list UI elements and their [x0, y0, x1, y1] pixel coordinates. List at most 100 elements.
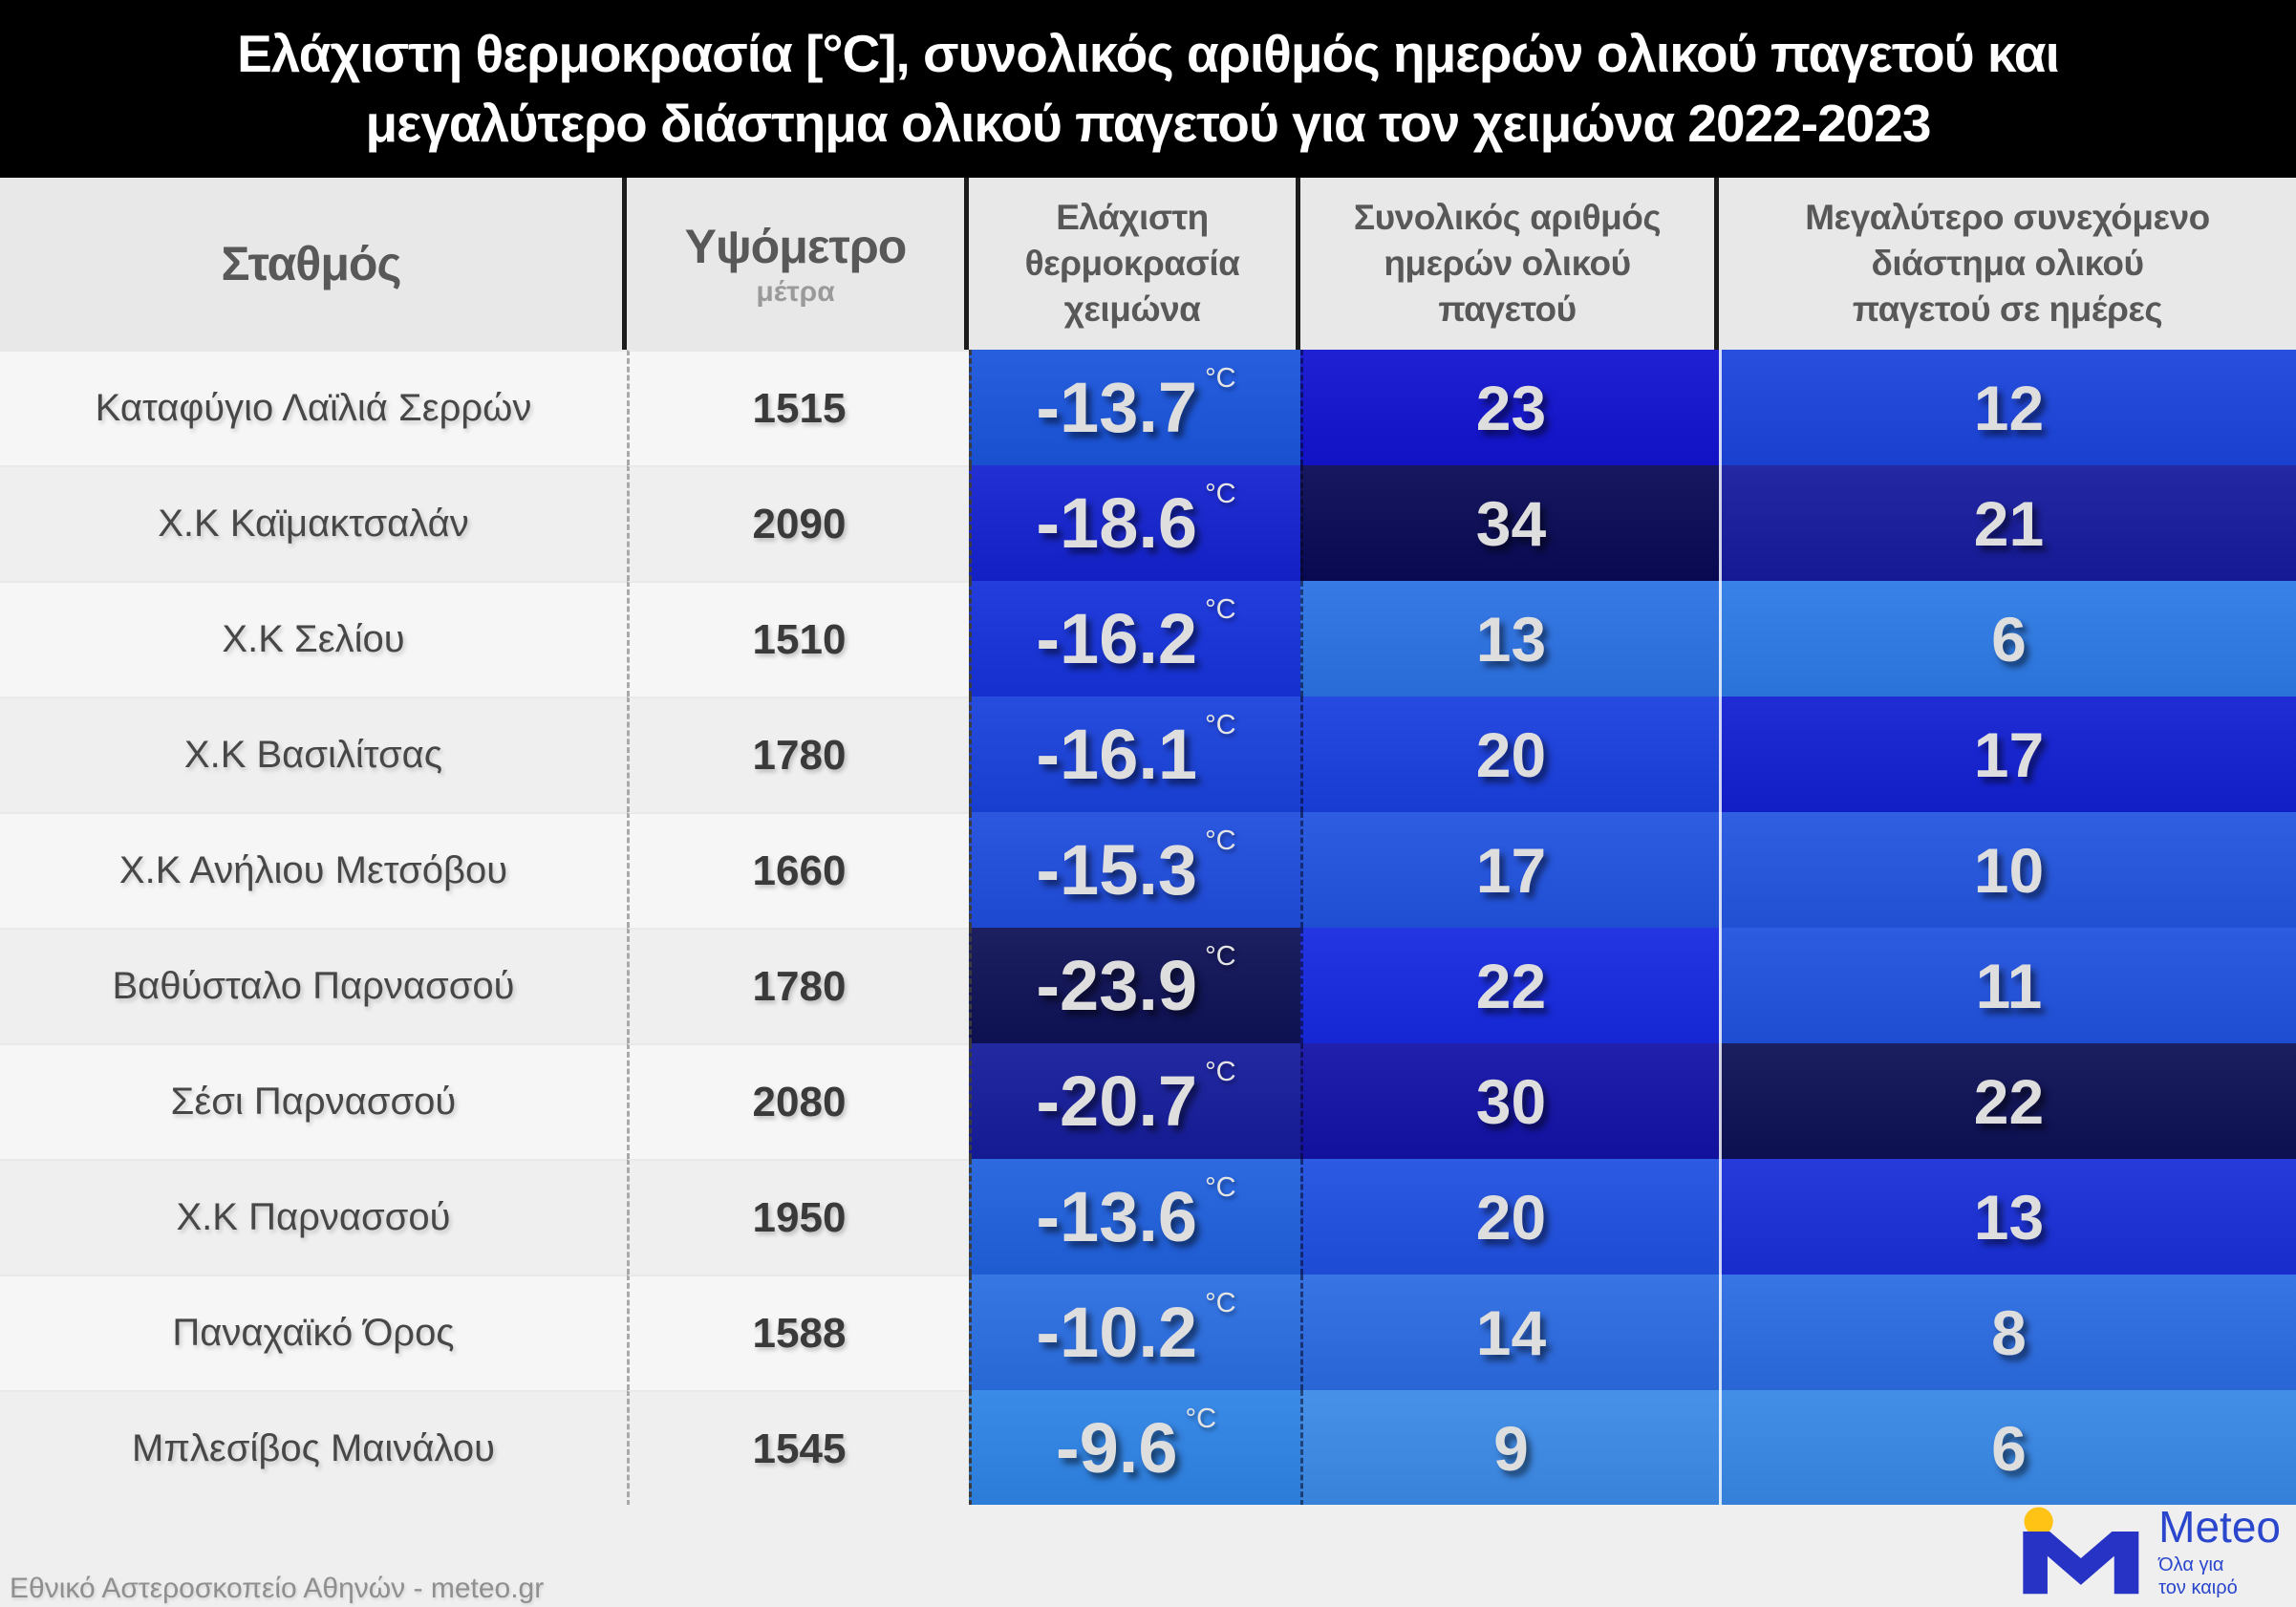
table-row: Σέσι Παρνασσού 2080 -20.7 °C 30 22 — [0, 1043, 2296, 1159]
header-min-temp: Ελάχιστη θερμοκρασία χειμώνα — [969, 178, 1300, 350]
celsius-unit: °C — [1205, 479, 1236, 509]
celsius-unit: °C — [1205, 1057, 1236, 1087]
altitude-value: 1780 — [627, 696, 969, 812]
frost-streak-cell: 13 — [1719, 1159, 2296, 1275]
station-name: Χ.Κ Ανήλιου Μετσόβου — [0, 812, 627, 928]
table-row: Βαθύσταλο Παρνασσού 1780 -23.9 °C 22 11 — [0, 928, 2296, 1043]
frost-days-cell: 22 — [1300, 928, 1719, 1043]
min-temp-value: -23.9 — [1036, 946, 1198, 1025]
frost-days-cell: 30 — [1300, 1043, 1719, 1159]
altitude-value: 1515 — [627, 350, 969, 465]
min-temp-cell: -13.6 °C — [969, 1159, 1300, 1275]
min-temp-value: -16.1 — [1036, 715, 1198, 794]
logo-text: Meteo Όλα για τον καιρό — [2158, 1503, 2281, 1599]
header-frost-streak-label: Μεγαλύτερο συνεχόμενο διάστημα ολικού πα… — [1805, 197, 2210, 330]
title-band: Ελάχιστη θερμοκρασία [°C], συνολικός αρι… — [0, 0, 2296, 178]
table-row: Μπλεσίβος Μαινάλου 1545 -9.6 °C 9 6 — [0, 1390, 2296, 1506]
table-row: Χ.Κ Καϊμακτσαλάν 2090 -18.6 °C 34 21 — [0, 465, 2296, 581]
frost-days-cell: 20 — [1300, 696, 1719, 812]
altitude-value: 1588 — [627, 1275, 969, 1390]
altitude-value: 2080 — [627, 1043, 969, 1159]
frost-days-cell: 34 — [1300, 465, 1719, 581]
frost-streak-cell: 21 — [1719, 465, 2296, 581]
logo-tagline: Όλα για τον καιρό — [2158, 1553, 2281, 1599]
frost-streak-cell: 10 — [1719, 812, 2296, 928]
altitude-value: 2090 — [627, 465, 969, 581]
celsius-unit: °C — [1185, 1403, 1217, 1434]
table-header: Σταθμός Υψόμετρο μέτρα Ελάχιστη θερμοκρα… — [0, 178, 2296, 350]
table-row: Χ.Κ Βασιλίτσας 1780 -16.1 °C 20 17 — [0, 696, 2296, 812]
frost-streak-cell: 6 — [1719, 1390, 2296, 1506]
frost-days-cell: 20 — [1300, 1159, 1719, 1275]
credit-text: Εθνικό Αστεροσκοπείο Αθηνών - meteo.gr — [10, 1573, 545, 1604]
celsius-unit: °C — [1205, 1172, 1236, 1203]
altitude-value: 1660 — [627, 812, 969, 928]
title-line-1: Ελάχιστη θερμοκρασία [°C], συνολικός αρι… — [237, 24, 2060, 84]
frost-days-cell: 13 — [1300, 581, 1719, 696]
frost-streak-cell: 6 — [1719, 581, 2296, 696]
frost-streak-cell: 8 — [1719, 1275, 2296, 1390]
station-name: Βαθύσταλο Παρνασσού — [0, 928, 627, 1043]
min-temp-value: -15.3 — [1036, 830, 1198, 910]
header-frost-days: Συνολικός αριθμός ημερών ολικού παγετού — [1300, 178, 1719, 350]
frost-streak-cell: 11 — [1719, 928, 2296, 1043]
header-station: Σταθμός — [0, 178, 627, 350]
frost-days-cell: 14 — [1300, 1275, 1719, 1390]
min-temp-value: -16.2 — [1036, 599, 1198, 678]
min-temp-cell: -23.9 °C — [969, 928, 1300, 1043]
logo-tagline-line1: Όλα για — [2158, 1554, 2224, 1575]
min-temp-value: -10.2 — [1036, 1293, 1198, 1372]
min-temp-cell: -20.7 °C — [969, 1043, 1300, 1159]
station-name: Καταφύγιο Λαϊλιά Σερρών — [0, 350, 627, 465]
frost-days-cell: 9 — [1300, 1390, 1719, 1506]
altitude-value: 1545 — [627, 1390, 969, 1506]
celsius-unit: °C — [1205, 363, 1236, 394]
frost-streak-cell: 22 — [1719, 1043, 2296, 1159]
logo-m — [2023, 1531, 2139, 1595]
min-temp-cell: -13.7 °C — [969, 350, 1300, 465]
frost-days-cell: 23 — [1300, 350, 1719, 465]
frost-streak-cell: 17 — [1719, 696, 2296, 812]
celsius-unit: °C — [1205, 825, 1236, 856]
table-row: Χ.Κ Ανήλιου Μετσόβου 1660 -15.3 °C 17 10 — [0, 812, 2296, 928]
celsius-unit: °C — [1205, 941, 1236, 972]
station-name: Χ.Κ Σελίου — [0, 581, 627, 696]
min-temp-cell: -10.2 °C — [969, 1275, 1300, 1390]
table-body: Καταφύγιο Λαϊλιά Σερρών 1515 -13.7 °C 23… — [0, 350, 2296, 1506]
altitude-value: 1780 — [627, 928, 969, 1043]
min-temp-value: -18.6 — [1036, 483, 1198, 563]
station-name: Χ.Κ Παρνασσού — [0, 1159, 627, 1275]
logo-dot — [2024, 1507, 2053, 1536]
min-temp-value: -9.6 — [1055, 1408, 1178, 1488]
station-name: Παναχαϊκό Όρος — [0, 1275, 627, 1390]
header-station-label: Σταθμός — [221, 237, 402, 290]
min-temp-value: -20.7 — [1036, 1061, 1198, 1141]
table-row: Καταφύγιο Λαϊλιά Σερρών 1515 -13.7 °C 23… — [0, 350, 2296, 465]
header-altitude: Υψόμετρο μέτρα — [627, 178, 969, 350]
title-line-2: μεγαλύτερο διάστημα ολικού παγετού για τ… — [365, 94, 1932, 153]
frost-days-cell: 17 — [1300, 812, 1719, 928]
min-temp-cell: -18.6 °C — [969, 465, 1300, 581]
table-row: Χ.Κ Παρνασσού 1950 -13.6 °C 20 13 — [0, 1159, 2296, 1275]
min-temp-cell: -9.6 °C — [969, 1390, 1300, 1506]
min-temp-value: -13.6 — [1036, 1177, 1198, 1256]
min-temp-cell: -16.1 °C — [969, 696, 1300, 812]
table-row: Χ.Κ Σελίου 1510 -16.2 °C 13 6 — [0, 581, 2296, 696]
meteo-m-icon — [2023, 1507, 2139, 1595]
logo-tagline-line2: τον καιρό — [2158, 1577, 2238, 1598]
header-altitude-label: Υψόμετρο — [684, 220, 908, 273]
frost-streak-cell: 12 — [1719, 350, 2296, 465]
altitude-value: 1510 — [627, 581, 969, 696]
min-temp-cell: -16.2 °C — [969, 581, 1300, 696]
min-temp-value: -13.7 — [1036, 368, 1198, 447]
footer: Εθνικό Αστεροσκοπείο Αθηνών - meteo.gr M… — [0, 1503, 2296, 1607]
header-altitude-unit: μέτρα — [756, 276, 835, 308]
celsius-unit: °C — [1205, 1288, 1236, 1318]
header-frost-days-label: Συνολικός αριθμός ημερών ολικού παγετού — [1353, 197, 1662, 330]
header-min-temp-label: Ελάχιστη θερμοκρασία χειμώνα — [1024, 197, 1240, 330]
station-name: Χ.Κ Καϊμακτσαλάν — [0, 465, 627, 581]
altitude-value: 1950 — [627, 1159, 969, 1275]
station-name: Σέσι Παρνασσού — [0, 1043, 627, 1159]
table-row: Παναχαϊκό Όρος 1588 -10.2 °C 14 8 — [0, 1275, 2296, 1390]
